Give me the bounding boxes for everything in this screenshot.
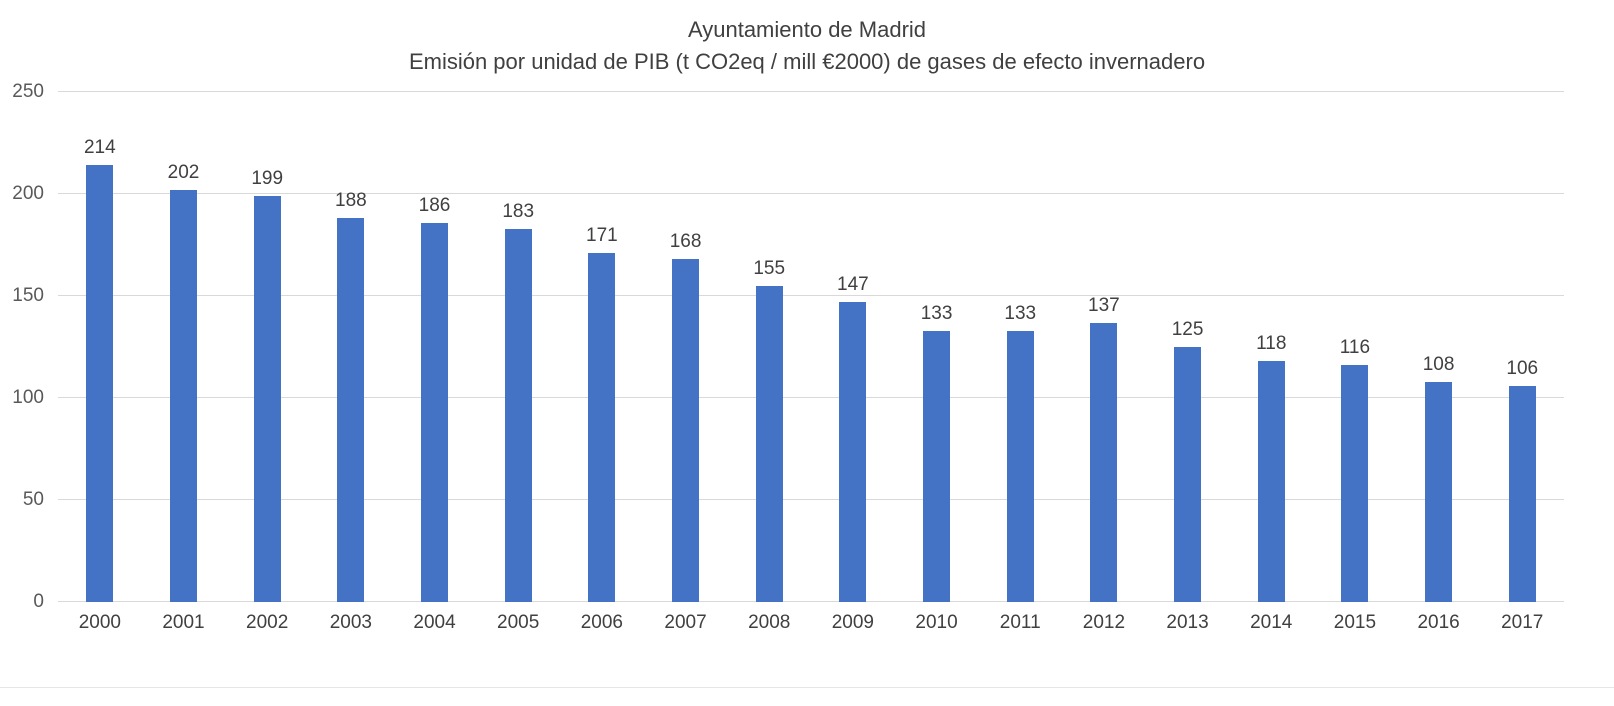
bar	[755, 285, 783, 602]
bar	[1006, 330, 1034, 602]
bar-group: 155	[727, 92, 811, 602]
plot-area: 214 202 199 188 186 183 171 168 155 147 133 133 137 1…	[58, 91, 1564, 602]
x-tick-label: 2013	[1166, 612, 1209, 633]
bar-group: 202	[142, 92, 226, 602]
bar-value-label: 108	[1422, 353, 1455, 375]
bar-value-label: 199	[251, 168, 284, 190]
bar	[672, 259, 700, 602]
y-tick-label: 0	[33, 591, 44, 612]
bar-group: 106	[1480, 92, 1564, 602]
bar	[1174, 347, 1202, 602]
bar-group: 214	[58, 92, 142, 602]
bar	[170, 189, 197, 602]
gridline	[58, 601, 1564, 602]
bar-group: 168	[644, 92, 728, 602]
x-tick-label: 2017	[1501, 612, 1544, 633]
bar	[337, 218, 365, 602]
y-tick-label: 250	[12, 81, 44, 102]
bar-group: 133	[978, 92, 1062, 602]
gridline	[58, 397, 1564, 398]
bar-group: 133	[895, 92, 979, 602]
bar-value-label: 171	[586, 225, 618, 247]
bar-group: 125	[1146, 92, 1230, 602]
bar-value-label: 118	[1256, 333, 1287, 355]
x-tick-label: 2016	[1417, 612, 1460, 633]
x-tick-label: 2000	[78, 612, 121, 633]
x-tick-label: 2004	[413, 612, 456, 633]
x-tick-label: 2011	[999, 612, 1041, 633]
bar	[588, 253, 616, 602]
bar-group: 188	[309, 92, 393, 602]
bar-value-label: 125	[1171, 319, 1204, 340]
bar	[504, 228, 532, 602]
bar-group: 183	[476, 92, 560, 602]
x-tick-label: 2009	[831, 612, 875, 633]
bar-value-label: 202	[167, 161, 200, 183]
bar-group: 108	[1397, 92, 1481, 602]
x-tick-label: 2012	[1082, 612, 1126, 633]
chart-title-line2: Emisión por unidad de PIB (t CO2eq / mil…	[408, 49, 1206, 74]
gridline	[58, 193, 1564, 194]
bar-value-label: 168	[669, 231, 702, 253]
bar-value-label: 214	[83, 137, 116, 159]
x-tick-label: 2007	[664, 612, 707, 633]
y-tick-label: 50	[22, 489, 44, 510]
gridline	[58, 499, 1564, 500]
x-tick-label: 2006	[580, 612, 623, 633]
x-tick-label: 2015	[1333, 612, 1377, 633]
bar-value-label: 155	[753, 257, 786, 279]
bar-value-label: 188	[335, 190, 367, 212]
gridline	[58, 91, 1564, 92]
bar	[923, 330, 951, 602]
bar-value-label: 137	[1088, 294, 1120, 316]
x-tick-label: 2001	[162, 612, 205, 633]
bottom-divider	[0, 687, 1614, 688]
x-tick-label: 2003	[329, 612, 372, 633]
chart-area: 0 50 100 150 200 250 214 202 199 188 186 183 171 168…	[0, 81, 1614, 612]
x-axis: 2000 2001 2002 2003 2004 2005 2006 2007 2008 2009…	[0, 612, 1614, 634]
gridline	[58, 295, 1564, 296]
bar	[253, 196, 281, 602]
chart-title-line1: Ayuntamiento de Madrid	[687, 17, 927, 42]
bar	[86, 165, 114, 602]
bar-value-label: 183	[502, 200, 535, 222]
bar-group: 171	[560, 92, 644, 602]
bar-group: 186	[393, 92, 477, 602]
x-tick-label: 2008	[748, 612, 791, 633]
y-tick-label: 200	[12, 183, 44, 204]
chart-title: Ayuntamiento de Madrid Emisión por unida…	[0, 0, 1614, 78]
x-tick-label: 2014	[1250, 612, 1293, 633]
bar	[1425, 381, 1453, 602]
bar-value-label: 147	[837, 274, 869, 296]
bar-value-label: 106	[1506, 357, 1539, 379]
bar-group: 137	[1062, 92, 1146, 602]
y-tick-label: 150	[12, 285, 44, 306]
bar-value-label: 186	[418, 194, 451, 216]
bar	[421, 222, 449, 602]
bar	[1090, 322, 1118, 602]
bar-group: 147	[811, 92, 895, 602]
bar	[1257, 361, 1285, 602]
y-tick-label: 100	[12, 387, 44, 408]
x-tick-labels: 2000 2001 2002 2003 2004 2005 2006 2007 2008 2009…	[58, 612, 1564, 634]
x-tick-label: 2002	[246, 612, 289, 633]
y-axis: 0 50 100 150 200 250	[0, 81, 58, 612]
x-tick-label: 2005	[497, 612, 540, 633]
bar	[1508, 385, 1536, 602]
bar-series: 214 202 199 188 186 183 171 168 155 147 133 133 137 1…	[58, 92, 1564, 602]
bar	[839, 302, 867, 602]
bar-value-label: 133	[920, 302, 953, 324]
bar-value-label: 116	[1339, 337, 1371, 359]
bar-group: 199	[225, 92, 309, 602]
bar-group: 116	[1313, 92, 1397, 602]
bar-group: 118	[1229, 92, 1313, 602]
x-tick-label: 2010	[915, 612, 958, 633]
bar-value-label: 133	[1004, 302, 1037, 324]
x-axis-spacer	[0, 612, 58, 634]
bar	[1341, 365, 1369, 602]
